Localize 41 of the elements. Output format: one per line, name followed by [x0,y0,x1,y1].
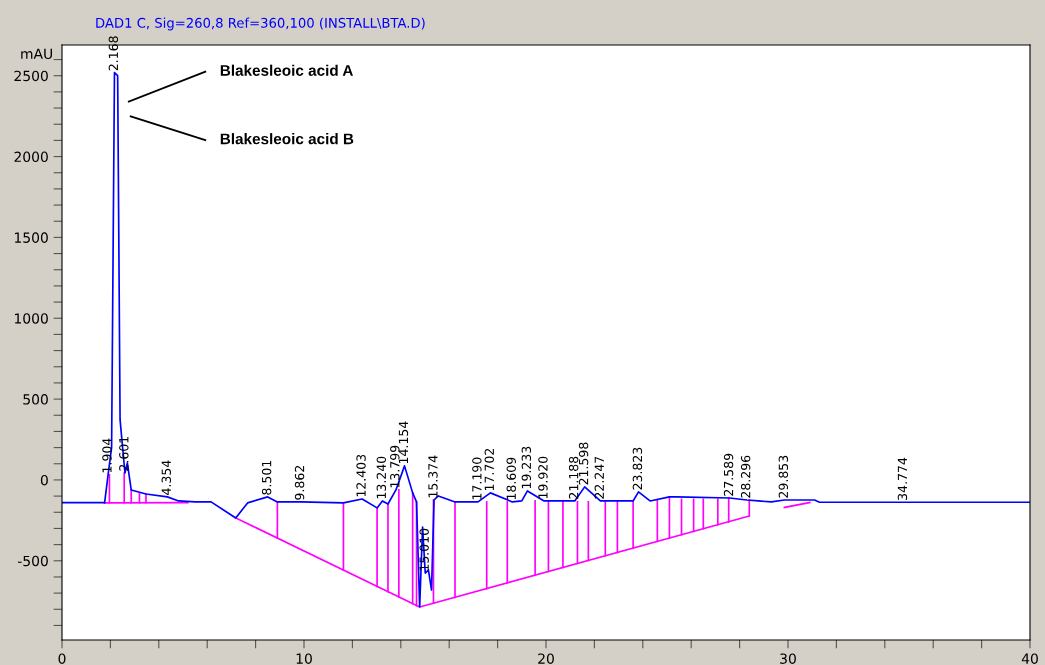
y-tick-label: 500 [23,394,48,405]
y-tick-label: 1500 [14,232,48,243]
y-tick-label: -500 [17,555,48,567]
annotation: 17.702 [484,448,495,491]
annotation: 9.862 [294,466,305,500]
annotation: 22.247 [594,456,604,499]
annotation: 21.188 [568,456,579,499]
annotation: 17.190 [472,457,482,500]
x-tick-label: 30 [780,653,796,664]
y-tick-label: 1000 [14,313,48,324]
annotation: 15.010 [419,528,429,571]
y-axis-title: mAU [21,48,52,60]
x-tick-label: 40 [1021,653,1038,664]
annotation: 21.598 [578,442,589,485]
annotation: 18.609 [506,457,516,500]
annotation: 12.403 [356,454,366,497]
annotation: 4.354 [161,460,171,495]
annotation: 13.799 [390,445,400,488]
y-tick-label: 0 [40,474,48,486]
x-tick-label: 10 [296,653,312,664]
annotation: 29.853 [778,455,789,498]
annotation: 27.589 [723,453,734,496]
annotation: 28.296 [740,455,751,498]
y-tick-label: 2500 [14,70,48,82]
annotation: 13.240 [376,456,387,499]
annotation: 34.774 [897,457,908,500]
chart-title: DAD1 C, Sig=260,8 Ref=360,100 (INSTALL\BTA.D) [96,17,425,31]
annotation: 14.154 [398,421,409,464]
annotation: Blakesleoic acid B [220,133,354,145]
annotation: 23.823 [632,447,643,490]
annotation: 8.501 [261,460,272,495]
annotation: 15.374 [428,455,438,498]
annotation: 1.904 [102,438,112,473]
annotation: Blakesleoic acid A [220,64,353,76]
x-tick-label: 20 [538,653,554,664]
annotation: 2.601 [119,436,129,471]
x-tick-label: 0 [58,653,66,664]
annotation: 19.920 [538,456,548,499]
annotation: 2.168 [108,36,119,71]
y-tick-label: 2000 [14,151,48,163]
annotation: 19.233 [521,446,532,489]
